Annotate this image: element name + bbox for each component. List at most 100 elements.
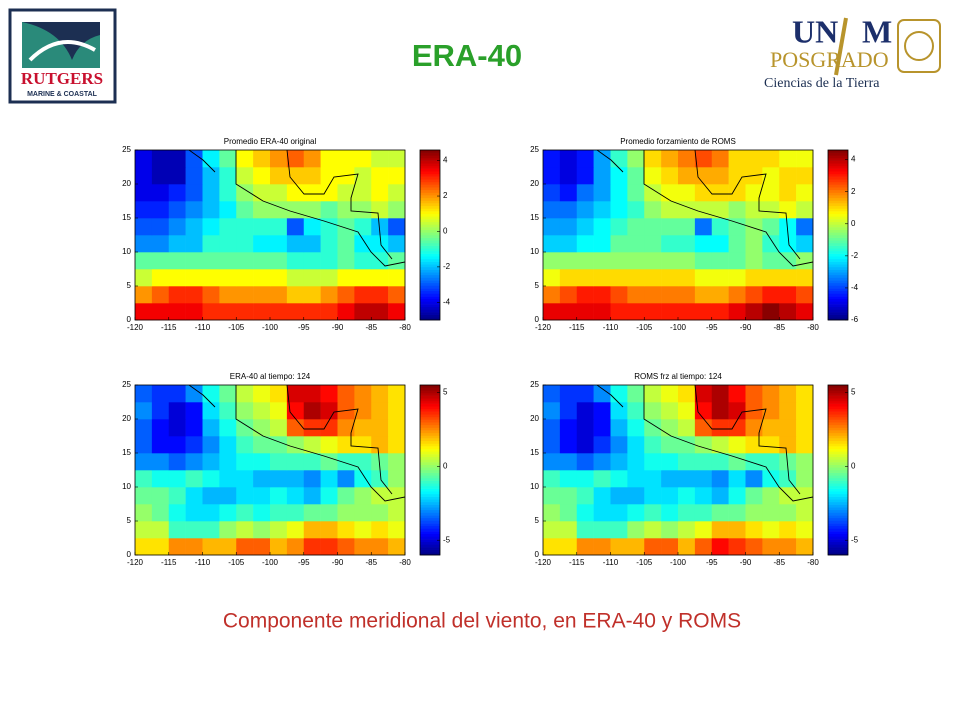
colorbar-strip: [420, 160, 440, 164]
heatmap-cell: [762, 269, 780, 287]
y-tick-label: 20: [530, 179, 539, 188]
heatmap-cell: [371, 303, 389, 321]
heatmap-cell: [236, 167, 254, 185]
colorbar-strip: [828, 304, 848, 308]
heatmap-cell: [388, 303, 406, 321]
heatmap-cell: [661, 184, 679, 202]
heatmap-cell: [371, 286, 389, 304]
heatmap-cell: [286, 252, 305, 270]
heatmap-cell: [678, 453, 696, 471]
heatmap-cell: [236, 286, 254, 304]
colorbar-strip: [420, 200, 440, 204]
heatmap-cell: [576, 436, 594, 454]
colorbar-strip: [420, 424, 440, 428]
heatmap-cell: [779, 521, 797, 539]
heatmap-cell: [610, 504, 628, 522]
colorbar-strip: [828, 197, 848, 201]
heatmap-cell: [644, 303, 662, 321]
colorbar-strip: [828, 173, 848, 177]
colorbar-strip: [420, 216, 440, 220]
x-tick-label: -90: [332, 323, 344, 332]
heatmap-cell: [627, 470, 645, 488]
y-tick-label: 25: [122, 145, 131, 154]
plot-title: Promedio ERA-40 original: [224, 137, 317, 146]
heatmap-cell: [593, 218, 611, 236]
heatmap-cell: [661, 269, 679, 287]
heatmap-cell: [796, 286, 814, 304]
heatmap-cell: [762, 538, 780, 556]
heatmap-cell: [168, 487, 186, 505]
colorbar-frame: [827, 149, 849, 321]
colorbar-strip: [420, 477, 440, 481]
heatmap-cell: [320, 402, 338, 420]
heatmap-cell: [644, 436, 662, 454]
heatmap-cell: [678, 235, 696, 253]
colorbar-strip: [828, 317, 848, 321]
heatmap-cell: [762, 218, 780, 236]
colorbar-strip: [828, 552, 848, 556]
heatmap-cell: [610, 419, 628, 437]
heatmap-cell: [661, 453, 679, 471]
heatmap-cell: [711, 487, 729, 505]
heatmap-cell: [151, 150, 170, 168]
heatmap-cell: [286, 487, 305, 505]
heatmap-cell: [661, 521, 679, 539]
heatmap-cell: [728, 286, 746, 304]
colorbar-strip: [420, 549, 440, 553]
heatmap-cell: [168, 269, 186, 287]
heatmap-cell: [371, 504, 389, 522]
heatmap-cell: [576, 235, 594, 253]
colorbar-strip: [420, 533, 440, 537]
colorbar-strip: [420, 261, 440, 265]
colorbar-strip: [420, 213, 440, 217]
colorbar-strip: [420, 269, 440, 273]
heatmap-cell: [168, 504, 186, 522]
heatmap-cell: [202, 385, 220, 403]
heatmap-cell: [728, 419, 746, 437]
heatmap-cell: [185, 252, 203, 270]
heatmap-cell: [728, 521, 746, 539]
heatmap-cell: [371, 235, 389, 253]
heatmap-cell: [711, 436, 729, 454]
heatmap-cell: [303, 252, 321, 270]
colorbar-strip: [828, 531, 848, 535]
colorbar-strip: [420, 293, 440, 297]
colorbar-strip: [420, 517, 440, 521]
colorbar-strip: [828, 520, 848, 524]
heatmap-cell: [576, 419, 594, 437]
heatmap-cell: [627, 419, 645, 437]
colorbar-strip: [828, 266, 848, 270]
colorbar-strip: [420, 235, 440, 238]
heatmap-cell: [627, 286, 645, 304]
heatmap-cell: [168, 385, 186, 403]
colorbar-strip: [420, 192, 440, 196]
heatmap-cell: [728, 538, 746, 556]
x-tick-label: -115: [161, 558, 177, 567]
heatmap-cell: [151, 385, 170, 403]
x-tick-label: -110: [195, 323, 211, 332]
colorbar-strip: [420, 229, 440, 233]
heatmap-cell: [627, 521, 645, 539]
heatmap-cell: [185, 504, 203, 522]
heatmap-cell: [270, 470, 288, 488]
colorbar-strip: [828, 242, 848, 246]
colorbar-strip: [828, 256, 848, 260]
colorbar-strip: [420, 224, 440, 228]
colorbar-strip: [828, 285, 848, 289]
heatmap-cell: [627, 402, 645, 420]
heatmap-cell: [779, 150, 797, 168]
heatmap-cell: [627, 235, 645, 253]
heatmap-cell: [168, 436, 186, 454]
colorbar-strip: [828, 160, 848, 164]
colorbar-strip: [828, 547, 848, 550]
colorbar-tick-label: 2: [851, 187, 856, 196]
heatmap-cell: [135, 269, 153, 287]
colorbar-strip: [420, 483, 440, 487]
colorbar-strip: [828, 290, 848, 294]
y-tick-label: 5: [535, 516, 540, 525]
heatmap-cell: [644, 235, 662, 253]
colorbar-strip: [828, 408, 848, 412]
colorbar-strip: [420, 470, 440, 473]
y-tick-label: 20: [122, 414, 131, 423]
